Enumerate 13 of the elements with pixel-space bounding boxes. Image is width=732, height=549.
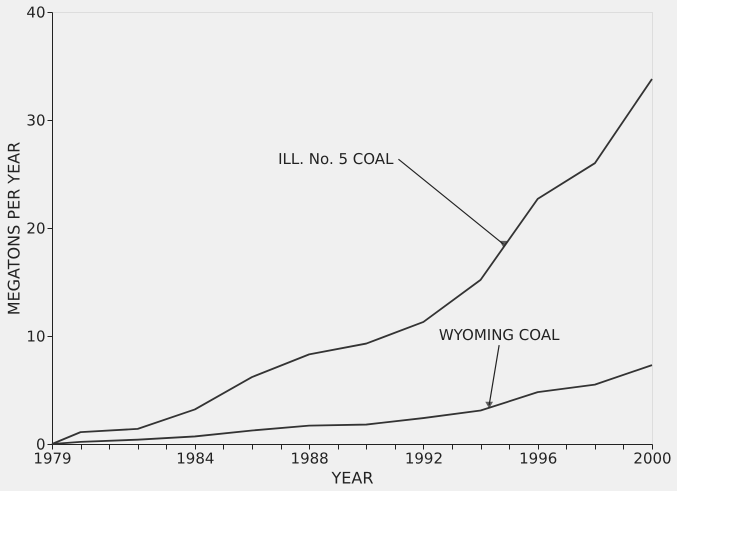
y-tick-label: 20 — [26, 220, 46, 238]
y-tick-label: 30 — [26, 112, 46, 130]
x-tick-label: 1984 — [176, 450, 214, 468]
x-tick-label: 1992 — [404, 450, 444, 468]
x-axis-title: YEAR — [330, 468, 374, 488]
annotation: WYOMING COAL — [438, 326, 560, 344]
y-axis-title: MEGATONS PER YEAR — [4, 142, 24, 316]
annotation: ILL. No. 5 COAL — [278, 150, 394, 168]
x-tick-label: 2000 — [633, 450, 672, 468]
y-tick-label: 40 — [26, 4, 46, 22]
x-tick-label: 1996 — [519, 450, 558, 468]
x-tick-label: 1988 — [290, 450, 329, 468]
y-tick-label: 10 — [26, 328, 46, 346]
